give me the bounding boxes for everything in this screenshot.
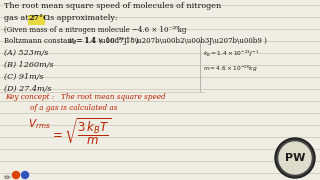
Text: PW: PW bbox=[285, 153, 305, 163]
Text: (Given mass of a nitrogen molecule −4.6 × 10⁻²⁶kg: (Given mass of a nitrogen molecule −4.6 … bbox=[4, 26, 186, 34]
Text: Key concept :   The root mean square speed: Key concept : The root mean square speed bbox=[5, 93, 166, 101]
Text: (C) 91m/s: (C) 91m/s bbox=[4, 73, 44, 81]
Text: The root mean square speed of molecules of nitrogen: The root mean square speed of molecules … bbox=[4, 2, 221, 10]
Text: = 1.4 \u00d7 10\u207b\u00b2\u00b3J\u207b\u00b9 ): = 1.4 \u00d7 10\u207b\u00b2\u00b3J\u207b… bbox=[77, 37, 267, 45]
Text: $V_{rms}$: $V_{rms}$ bbox=[28, 117, 51, 131]
Text: $= \sqrt{\dfrac{3\,k_B T}{m}}$: $= \sqrt{\dfrac{3\,k_B T}{m}}$ bbox=[50, 117, 112, 147]
Text: is approximately:: is approximately: bbox=[45, 14, 118, 22]
Circle shape bbox=[275, 138, 315, 178]
Text: 27°C: 27°C bbox=[28, 14, 49, 22]
Circle shape bbox=[21, 172, 28, 179]
Text: ✏: ✏ bbox=[4, 172, 11, 180]
Text: $k_B = 1.4\times10^{-23}J^{-1}$: $k_B = 1.4\times10^{-23}J^{-1}$ bbox=[203, 49, 259, 59]
Circle shape bbox=[277, 140, 313, 176]
Text: of a gas is calculated as: of a gas is calculated as bbox=[30, 104, 117, 112]
Circle shape bbox=[12, 172, 20, 179]
Text: gas at: gas at bbox=[4, 14, 31, 22]
FancyBboxPatch shape bbox=[28, 15, 45, 24]
Text: $k_B$: $k_B$ bbox=[68, 37, 77, 47]
Text: (A) 523m/s: (A) 523m/s bbox=[4, 49, 48, 57]
Text: = 1.4 × 10⁻²³J⁻¹ ): = 1.4 × 10⁻²³J⁻¹ ) bbox=[76, 37, 139, 45]
Text: $m = 4.6\times10^{-26}kg$: $m = 4.6\times10^{-26}kg$ bbox=[203, 64, 258, 74]
Circle shape bbox=[279, 142, 311, 174]
Text: (B) 1260m/s: (B) 1260m/s bbox=[4, 61, 54, 69]
Text: Boltzmann constant: Boltzmann constant bbox=[4, 37, 77, 45]
Text: (D) 27.4m/s: (D) 27.4m/s bbox=[4, 85, 52, 93]
